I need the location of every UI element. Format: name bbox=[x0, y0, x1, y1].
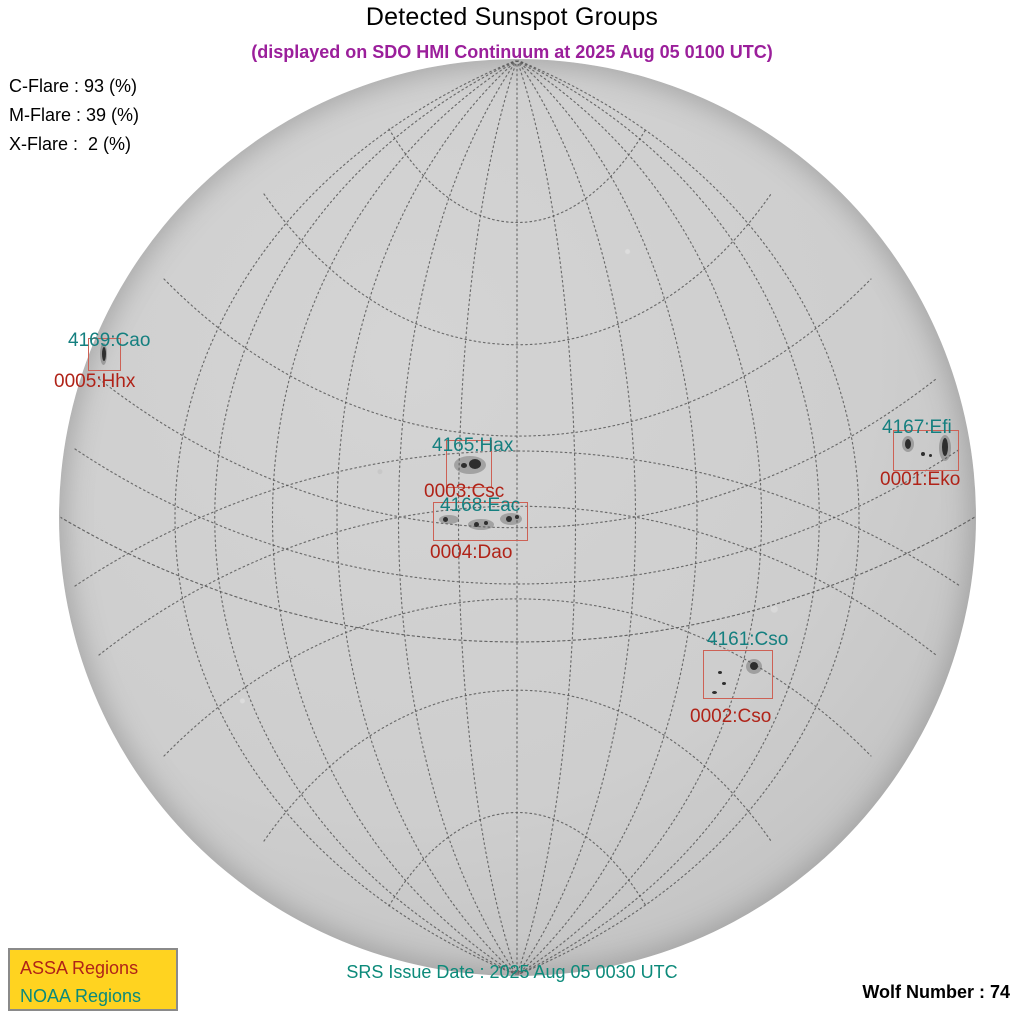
umbra-4 bbox=[712, 691, 717, 694]
solar-disk-image bbox=[59, 59, 976, 976]
umbra-3 bbox=[921, 452, 925, 456]
flare-probability-panel: C-Flare : 93 (%) M-Flare : 39 (%) X-Flar… bbox=[9, 72, 139, 159]
srs-issue-date: SRS Issue Date : 2025 Aug 05 0030 UTC bbox=[346, 962, 678, 982]
umbra bbox=[469, 459, 481, 469]
umbra-3 bbox=[484, 521, 488, 525]
noaa-region-label: 4161:Cso bbox=[707, 629, 789, 650]
region-bounding-box[interactable] bbox=[446, 440, 492, 488]
page-title: Detected Sunspot Groups bbox=[365, 3, 659, 31]
legend-item-assa: ASSA Regions bbox=[20, 958, 139, 978]
noaa-region-label: 4168:Eac bbox=[440, 495, 521, 516]
assa-region-label: 0002:Cso bbox=[690, 706, 772, 727]
c-flare-probability: C-Flare : 93 (%) bbox=[9, 76, 138, 96]
umbra-2 bbox=[474, 522, 479, 527]
wolf-number: Wolf Number : 74 bbox=[862, 982, 1010, 1002]
page-subtitle: (displayed on SDO HMI Continuum at 2025 … bbox=[251, 42, 773, 62]
umbra bbox=[102, 347, 106, 361]
umbra-secondary bbox=[461, 463, 467, 468]
x-flare-probability: X-Flare : 2 (%) bbox=[9, 134, 132, 154]
legend-item-noaa: NOAA Regions bbox=[20, 986, 142, 1006]
assa-region-label: 0004:Dao bbox=[430, 542, 513, 563]
umbra-2 bbox=[718, 671, 722, 674]
m-flare-probability: M-Flare : 39 (%) bbox=[9, 105, 140, 125]
assa-region-label: 0001:Eko bbox=[880, 469, 961, 490]
region-bounding-box[interactable] bbox=[433, 502, 528, 541]
assa-region-label: 0003:Csc bbox=[424, 481, 505, 502]
noaa-region-label: 4167:Efi bbox=[882, 417, 952, 438]
umbra-4 bbox=[929, 454, 932, 457]
umbra-4 bbox=[506, 516, 512, 522]
assa-region-label: 0005:Hhx bbox=[54, 371, 136, 392]
map-legend: ASSA Regions NOAA Regions bbox=[8, 948, 178, 1011]
noaa-region-label: 4165:Hax bbox=[432, 435, 514, 456]
umbra bbox=[905, 439, 911, 449]
penumbra-2 bbox=[468, 519, 494, 530]
umbra-5 bbox=[515, 515, 519, 519]
region-bounding-box[interactable] bbox=[893, 430, 959, 471]
region-bounding-box[interactable] bbox=[703, 650, 773, 699]
umbra-3 bbox=[722, 682, 726, 685]
umbra-2 bbox=[942, 438, 948, 456]
umbra bbox=[443, 517, 448, 522]
region-bounding-box[interactable] bbox=[88, 338, 121, 371]
noaa-region-label: 4169:Cao bbox=[68, 330, 151, 351]
umbra bbox=[750, 662, 758, 670]
penumbra bbox=[439, 515, 459, 524]
heliographic-grid bbox=[60, 60, 975, 975]
